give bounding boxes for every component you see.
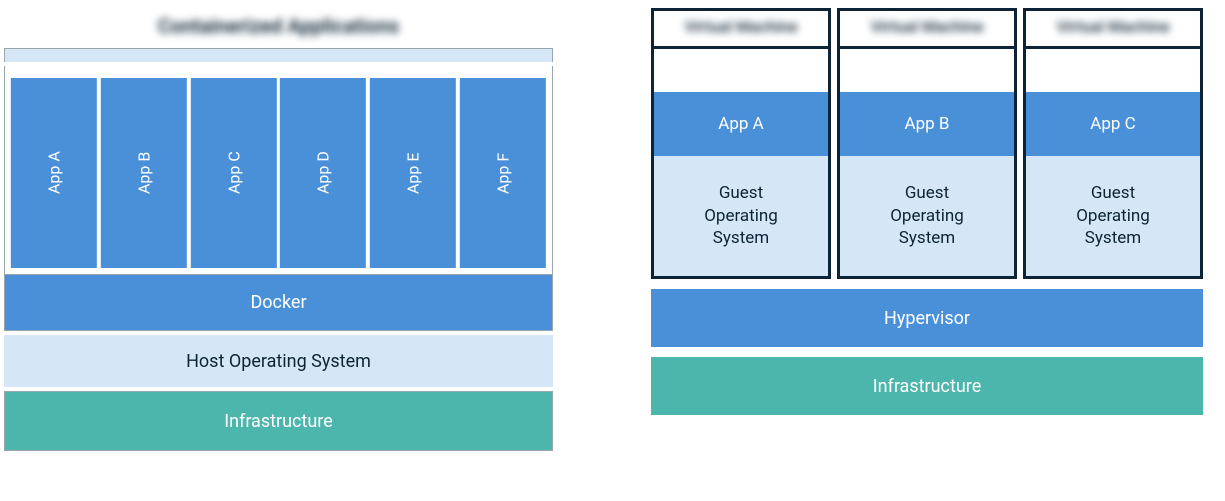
container-app-d: App D xyxy=(280,78,366,268)
vm-b: Virtual Machine App B GuestOperatingSyst… xyxy=(837,8,1017,279)
containerized-diagram: Containerized Applications App A App B A… xyxy=(0,0,557,451)
vm-c: Virtual Machine App C GuestOperatingSyst… xyxy=(1023,8,1203,279)
vm-title: Virtual Machine xyxy=(840,11,1014,46)
vm-guest-os-c: GuestOperatingSystem xyxy=(1026,156,1200,276)
vm-a: Virtual Machine App A GuestOperatingSyst… xyxy=(651,8,831,279)
vm-guest-os-a: GuestOperatingSystem xyxy=(654,156,828,276)
vm-row: Virtual Machine App A GuestOperatingSyst… xyxy=(647,0,1207,279)
vm-title: Virtual Machine xyxy=(1026,11,1200,46)
container-app-a: App A xyxy=(11,78,97,268)
container-app-b: App B xyxy=(101,78,187,268)
infrastructure-layer-left: Infrastructure xyxy=(4,391,553,451)
vm-title: Virtual Machine xyxy=(654,11,828,46)
containerized-apps-wrapper: App A App B App C App D App E App F xyxy=(4,66,553,275)
containerized-top-strip xyxy=(4,48,553,62)
vm-title-strip xyxy=(1026,46,1200,52)
vm-title-strip xyxy=(840,46,1014,52)
container-app-c: App C xyxy=(191,78,277,268)
container-app-f: App F xyxy=(460,78,546,268)
vm-title-strip xyxy=(654,46,828,52)
vm-guest-os-b: GuestOperatingSystem xyxy=(840,156,1014,276)
vm-app-c: App C xyxy=(1026,92,1200,156)
infrastructure-layer-right: Infrastructure xyxy=(651,357,1203,415)
vm-app-a: App A xyxy=(654,92,828,156)
container-app-e: App E xyxy=(370,78,456,268)
vm-diagram: Virtual Machine App A GuestOperatingSyst… xyxy=(647,0,1207,415)
docker-layer: Docker xyxy=(4,275,553,331)
containerized-title: Containerized Applications xyxy=(0,0,557,48)
host-os-layer: Host Operating System xyxy=(4,335,553,387)
containerized-apps-row: App A App B App C App D App E App F xyxy=(5,78,552,274)
hypervisor-layer: Hypervisor xyxy=(651,289,1203,347)
vm-app-b: App B xyxy=(840,92,1014,156)
